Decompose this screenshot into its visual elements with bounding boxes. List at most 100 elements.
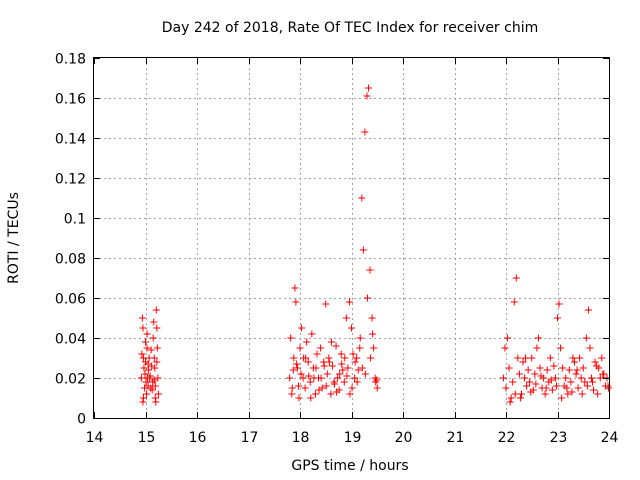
data-point [315, 386, 323, 394]
data-point [533, 344, 541, 352]
x-tick-label: 19 [344, 430, 362, 446]
data-point [567, 378, 575, 386]
data-point [547, 376, 555, 384]
data-point [586, 344, 594, 352]
data-point [300, 354, 308, 362]
data-point [288, 384, 296, 392]
data-point [524, 366, 532, 374]
chart-title: Day 242 of 2018, Rate Of TEC Index for r… [162, 20, 538, 36]
data-point [150, 318, 158, 326]
data-point [325, 354, 333, 362]
data-point [598, 354, 606, 362]
data-point [151, 394, 159, 402]
data-point [143, 344, 151, 352]
data-point [293, 364, 301, 372]
data-point [323, 370, 331, 378]
data-point [305, 372, 313, 380]
data-point [289, 366, 297, 374]
y-axis: 0 0.02 0.04 0.06 0.08 0.1 0.12 0.14 0.16 0.18 [55, 52, 609, 428]
y-tick-label: 0 [77, 412, 86, 428]
data-point [366, 266, 374, 274]
data-point [139, 324, 147, 332]
data-point [501, 344, 509, 352]
data-point [142, 378, 150, 386]
data-point [512, 274, 520, 282]
x-tick-label: 23 [550, 430, 568, 446]
data-point [364, 84, 372, 92]
data-point [519, 358, 527, 366]
x-tick-label: 14 [86, 430, 104, 446]
data-point [527, 388, 535, 396]
data-point [348, 384, 356, 392]
data-point [572, 370, 580, 378]
data-point [356, 334, 364, 342]
data-point [303, 338, 311, 346]
data-point [344, 364, 352, 372]
data-point [137, 374, 145, 382]
x-tick-label: 21 [447, 430, 465, 446]
data-point [140, 384, 148, 392]
data-point [153, 358, 161, 366]
data-point [342, 314, 350, 322]
x-tick-label: 24 [601, 430, 619, 446]
data-point [142, 338, 149, 346]
data-point [564, 390, 572, 398]
data-point [331, 380, 339, 388]
data-point [290, 354, 298, 362]
data-point [554, 314, 561, 322]
data-point [552, 382, 560, 390]
data-point [596, 374, 604, 382]
data-point [562, 374, 570, 382]
data-point [361, 370, 369, 378]
data-point [336, 370, 344, 378]
data-point [152, 398, 160, 406]
data-point [351, 374, 359, 382]
data-point [295, 394, 303, 402]
data-point [145, 366, 153, 374]
data-point [546, 354, 554, 362]
data-point [351, 358, 359, 366]
data-point [327, 338, 335, 346]
data-point [356, 344, 364, 352]
data-point [348, 324, 355, 332]
data-point [349, 350, 357, 358]
x-tick-label: 16 [189, 430, 207, 446]
data-point [526, 378, 534, 386]
data-point [591, 358, 599, 366]
y-tick-label: 0.12 [55, 172, 86, 188]
data-point [558, 394, 566, 402]
data-point [373, 384, 381, 392]
y-tick-label: 0.08 [55, 252, 86, 268]
data-point [359, 246, 367, 254]
data-point [551, 374, 559, 382]
data-point [317, 344, 325, 352]
data-point [150, 376, 158, 384]
data-point [555, 300, 563, 308]
data-point [372, 378, 380, 386]
data-point [291, 284, 299, 292]
data-point [516, 394, 524, 402]
y-tick-label: 0.16 [55, 92, 86, 108]
data-point [296, 344, 304, 352]
data-point [343, 372, 351, 380]
data-point [565, 366, 573, 374]
data-point [587, 374, 595, 382]
data-point [583, 382, 591, 390]
data-point [369, 330, 377, 338]
data-point [548, 386, 556, 394]
data-point [541, 390, 549, 398]
data-point [499, 374, 507, 382]
data-point [569, 354, 577, 362]
data-point [304, 358, 312, 366]
data-point [368, 314, 376, 322]
data-point [542, 384, 550, 392]
data-point [345, 298, 353, 306]
data-point [337, 350, 345, 358]
data-point [340, 378, 348, 386]
data-point [590, 386, 598, 394]
data-point [367, 354, 375, 362]
data-point [363, 92, 371, 100]
data-point [594, 390, 602, 398]
data-point [515, 370, 523, 378]
